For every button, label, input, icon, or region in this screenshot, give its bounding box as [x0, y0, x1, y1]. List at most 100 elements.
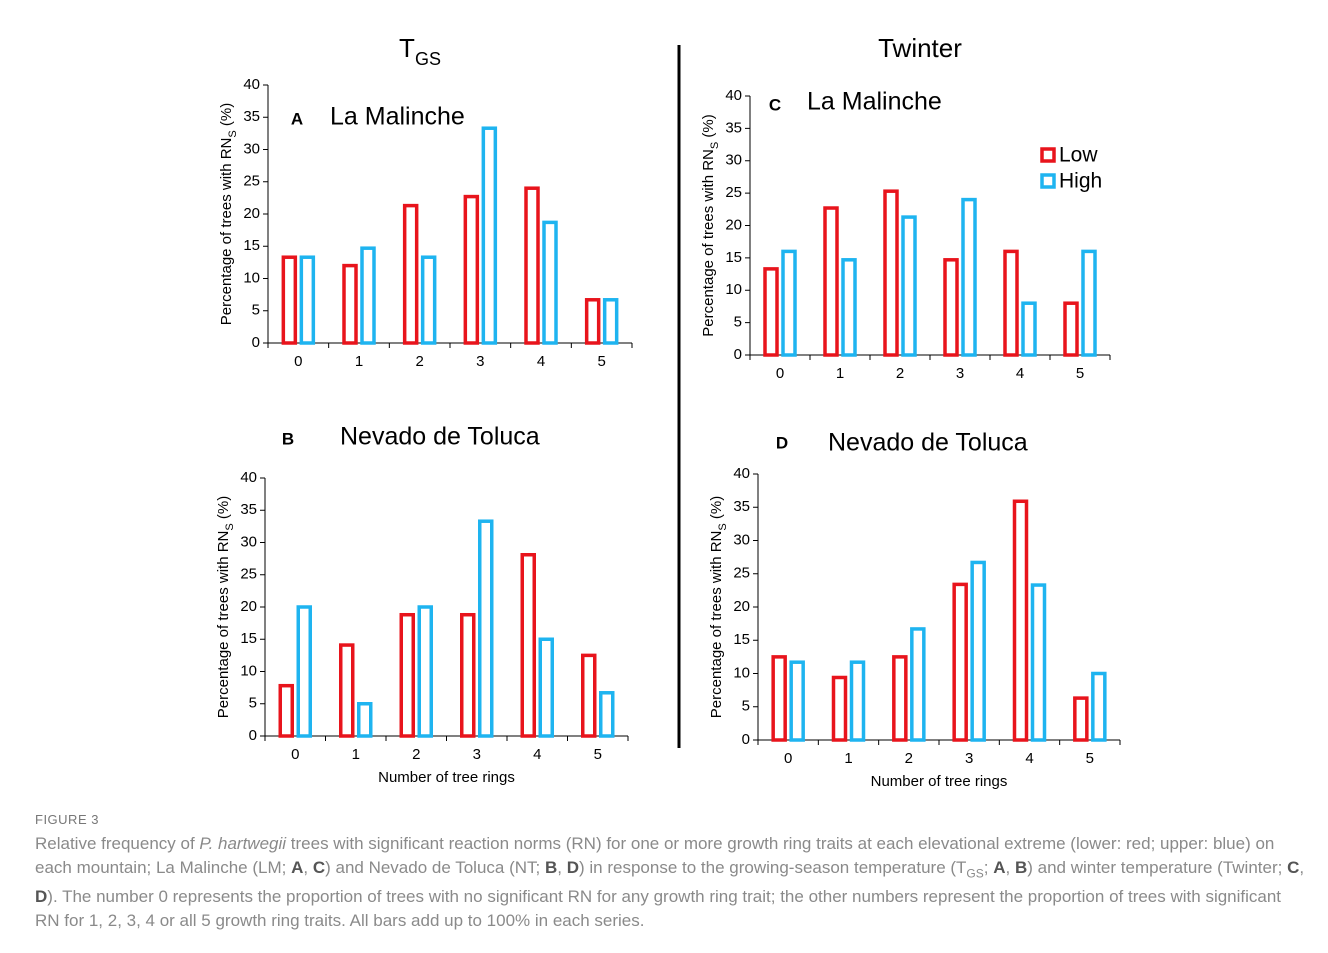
bar [417, 605, 433, 738]
chart-title: Nevado de Toluca [828, 429, 1028, 457]
y-tick-label: 0 [249, 727, 257, 744]
y-tick-label: 10 [243, 269, 260, 286]
bar [952, 582, 968, 742]
y-tick-label: 30 [725, 152, 742, 169]
column-title-part: Twinter [878, 33, 962, 63]
y-axis-label-part: (%) [700, 114, 717, 142]
y-axis-label-part: (%) [215, 496, 232, 524]
panel-label: C [769, 95, 781, 114]
y-tick-label: 25 [725, 184, 742, 201]
bar [1003, 249, 1019, 357]
bar [299, 255, 316, 345]
y-tick-label: 10 [733, 664, 750, 681]
y-tick-label: 35 [733, 498, 750, 515]
bar [357, 702, 373, 738]
caption-part: ). The number 0 represents the proportio… [35, 887, 1282, 931]
bar [1091, 671, 1107, 742]
y-tick-label: 10 [240, 662, 257, 679]
bar [1081, 249, 1097, 357]
y-tick-label: 20 [733, 598, 750, 615]
caption-part: B [1014, 858, 1028, 877]
caption-part: ) and winter temperature (Twinter; [1027, 858, 1288, 877]
caption-part: , [557, 858, 567, 877]
y-tick-label: 15 [725, 249, 742, 266]
y-tick-label: 20 [243, 205, 260, 222]
bar [538, 637, 554, 738]
caption-part: C [1287, 858, 1300, 877]
bar [520, 553, 536, 738]
x-tick-label: 3 [956, 365, 964, 382]
bar [584, 298, 601, 345]
bar [771, 655, 787, 742]
y-tick-label: 30 [240, 533, 257, 550]
bar [481, 126, 498, 345]
x-tick-label: 3 [473, 746, 481, 763]
bar [1063, 301, 1079, 357]
bar [278, 683, 294, 738]
bar [823, 206, 839, 357]
caption-part: A [993, 858, 1006, 877]
caption-part: P. hartwegii [199, 834, 287, 853]
y-tick-label: 30 [733, 531, 750, 548]
bar [399, 612, 415, 738]
caption-part: trees with significant reaction norms (R… [35, 834, 1275, 877]
caption-part: ) and Nevado de Toluca (NT; [325, 858, 545, 877]
caption-part: A [291, 858, 304, 877]
x-axis-label: Number of tree rings [871, 773, 1008, 790]
caption-part: GS [966, 866, 984, 881]
y-axis-label-part: S [709, 142, 721, 149]
x-tick-label: 5 [1076, 365, 1084, 382]
y-tick-label: 0 [734, 346, 742, 363]
panel-label: A [291, 109, 303, 128]
y-axis-label-part: (%) [218, 103, 235, 131]
bar [1012, 499, 1029, 742]
x-tick-label: 0 [776, 365, 784, 382]
caption-part: C [312, 858, 326, 877]
caption-part: , [1299, 858, 1305, 877]
bar [281, 255, 298, 345]
bar [602, 298, 619, 345]
bar [831, 675, 848, 742]
y-tick-label: 30 [243, 140, 260, 157]
y-tick-label: 10 [725, 281, 742, 298]
bar [763, 267, 779, 357]
bar [1021, 301, 1037, 357]
panel-label: B [282, 429, 294, 448]
y-tick-label: 5 [249, 695, 257, 712]
chart-title: La Malinche [330, 103, 465, 131]
y-tick-label: 15 [243, 237, 260, 254]
y-axis-label: Percentage of trees with RNS (%) [215, 496, 236, 718]
caption-part: D [566, 858, 579, 877]
y-tick-label: 35 [243, 108, 260, 125]
bar [402, 203, 419, 345]
y-tick-label: 40 [733, 465, 750, 482]
y-tick-label: 25 [243, 173, 260, 190]
bar [943, 258, 959, 357]
caption-part: Relative frequency of [35, 834, 200, 853]
x-tick-label: 4 [533, 746, 541, 763]
x-tick-label: 5 [1086, 750, 1094, 767]
bar [420, 255, 437, 345]
bar [789, 660, 805, 742]
bar [970, 560, 986, 742]
column-title: Twinter [878, 33, 962, 63]
x-tick-label: 1 [355, 353, 363, 370]
legend-swatch [1040, 147, 1056, 163]
y-axis-label: Percentage of trees with RNS (%) [700, 114, 721, 336]
bar [360, 246, 376, 345]
column-title-part: GS [415, 49, 441, 69]
x-tick-label: 3 [476, 353, 484, 370]
x-tick-label: 1 [836, 365, 844, 382]
bar [849, 660, 866, 742]
y-tick-label: 20 [725, 216, 742, 233]
y-tick-label: 35 [725, 119, 742, 136]
x-tick-label: 2 [412, 746, 420, 763]
y-tick-label: 15 [733, 631, 750, 648]
bar [542, 220, 558, 345]
bar [460, 612, 476, 738]
figure-label: FIGURE 3 [35, 812, 99, 827]
bar [781, 249, 797, 357]
y-tick-label: 35 [240, 501, 257, 518]
